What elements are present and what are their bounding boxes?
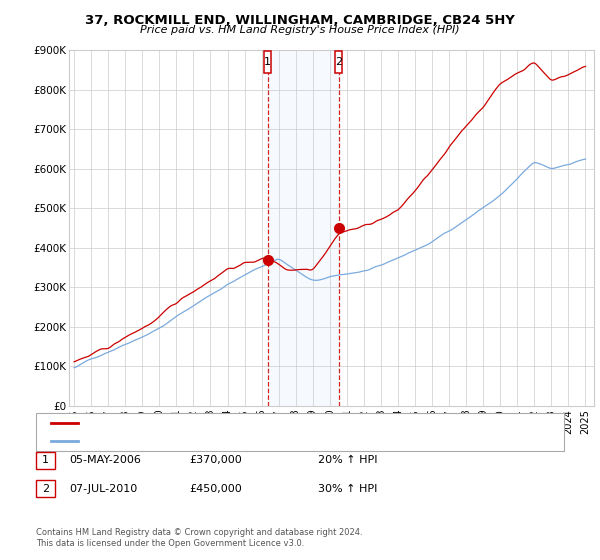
Text: 2: 2 xyxy=(42,484,49,494)
Text: Contains HM Land Registry data © Crown copyright and database right 2024.
This d: Contains HM Land Registry data © Crown c… xyxy=(36,528,362,548)
Text: 05-MAY-2006: 05-MAY-2006 xyxy=(69,455,141,465)
Text: £450,000: £450,000 xyxy=(189,484,242,494)
Text: 37, ROCKMILL END, WILLINGHAM, CAMBRIDGE, CB24 5HY: 37, ROCKMILL END, WILLINGHAM, CAMBRIDGE,… xyxy=(85,14,515,27)
Text: 1: 1 xyxy=(42,455,49,465)
Text: 30% ↑ HPI: 30% ↑ HPI xyxy=(318,484,377,494)
Text: HPI: Average price, detached house, South Cambridgeshire: HPI: Average price, detached house, Sout… xyxy=(84,436,374,446)
Text: 20% ↑ HPI: 20% ↑ HPI xyxy=(318,455,377,465)
Text: Price paid vs. HM Land Registry's House Price Index (HPI): Price paid vs. HM Land Registry's House … xyxy=(140,25,460,35)
Text: 1: 1 xyxy=(264,57,271,67)
Text: £370,000: £370,000 xyxy=(189,455,242,465)
Text: 37, ROCKMILL END, WILLINGHAM, CAMBRIDGE, CB24 5HY (detached house): 37, ROCKMILL END, WILLINGHAM, CAMBRIDGE,… xyxy=(84,418,457,428)
Bar xyxy=(268,50,338,406)
Bar xyxy=(264,52,271,73)
Text: 07-JUL-2010: 07-JUL-2010 xyxy=(69,484,137,494)
Text: 2: 2 xyxy=(335,57,342,67)
Bar xyxy=(335,52,343,73)
